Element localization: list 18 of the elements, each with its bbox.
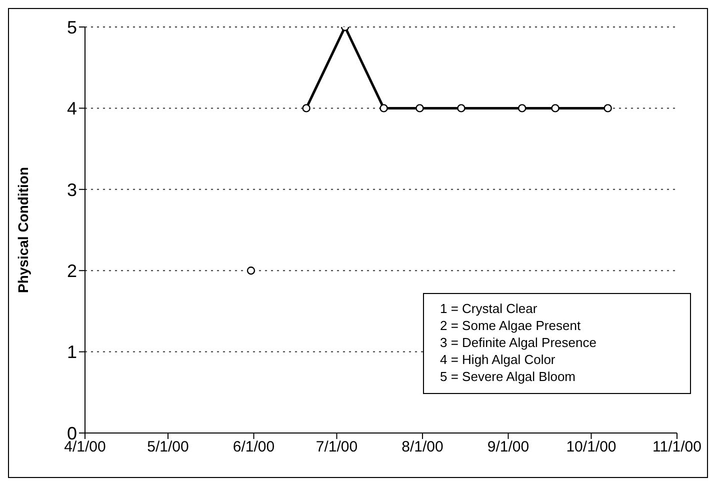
annotation: 2 = Some Algae Present: [440, 317, 582, 334]
x-tick-label: 8/1/00: [402, 438, 444, 456]
x-tick-label: 7/1/00: [316, 438, 358, 456]
annotation: 4 = High Algal Color: [440, 351, 556, 368]
x-tick-label: 6/1/00: [232, 438, 275, 456]
y-tick-label: 1: [66, 342, 77, 362]
x-tick-label: 11/1/00: [652, 438, 702, 456]
y-tick-label: 2: [66, 260, 77, 281]
annotation: 3 = Definite Algal Presence: [440, 334, 598, 351]
y-axis-title: Physical Condition: [14, 166, 31, 294]
y-tick-label: 5: [66, 17, 77, 38]
y-tick-label: 4: [66, 98, 77, 119]
x-tick-label: 5/1/00: [147, 438, 189, 456]
x-tick-label: 10/1/00: [566, 438, 616, 456]
annotation: 5 = Severe Algal Bloom: [440, 368, 576, 385]
annotation: 1 = Crystal Clear: [440, 300, 538, 317]
y-tick-label: 3: [66, 180, 77, 200]
x-tick-label: 9/1/00: [487, 438, 530, 456]
